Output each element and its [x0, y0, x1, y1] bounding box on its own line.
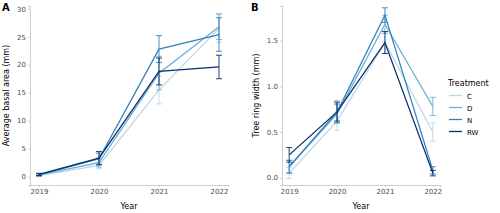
tick-mark — [219, 185, 220, 187]
error-bar — [156, 56, 162, 90]
tick-label: 2019 — [31, 188, 49, 196]
error-bar — [430, 97, 436, 115]
y-axis: 0 5 10 15 20 25 30 — [17, 6, 30, 186]
tick: 2019 — [281, 185, 299, 196]
tick-mark — [433, 185, 434, 187]
tick-label: 30 — [17, 6, 26, 14]
plot-area — [36, 14, 222, 176]
x-axis: 2019 2020 2021 2022 — [31, 185, 229, 196]
tick-mark — [28, 121, 30, 122]
series-line — [39, 27, 219, 175]
legend: Treatment CDN RW — [447, 79, 489, 137]
tick-mark — [385, 185, 386, 187]
x-axis: 2019 2020 2021 2022 — [281, 185, 442, 196]
tick-label: 2020 — [329, 188, 347, 196]
tick-label: 0.5 — [267, 129, 278, 137]
tick-mark — [28, 9, 30, 10]
tick: 15 — [17, 89, 30, 97]
tick-label: 5 — [22, 145, 26, 153]
legend-key — [449, 95, 462, 96]
series-line — [289, 43, 433, 174]
tick-label: 15 — [17, 89, 26, 97]
tick-label: 20 — [17, 61, 26, 69]
legend-label: RW — [467, 129, 479, 137]
panel: 2019 2020 2021 2022 0.0 0.5 1.0 1.5 B Year Tree ri… — [251, 2, 489, 211]
tick: 2021 — [377, 185, 395, 196]
tick-mark — [280, 178, 282, 179]
panel-title: A — [2, 2, 10, 13]
series-line — [39, 28, 219, 175]
tick-label: 10 — [17, 117, 26, 125]
tick-mark — [28, 37, 30, 38]
tick: 30 — [17, 6, 30, 14]
tick: 0 — [22, 173, 30, 181]
legend-label: D — [467, 105, 472, 113]
tick: 25 — [17, 34, 30, 42]
legend-key — [449, 107, 462, 108]
tick-label: 0.0 — [267, 174, 278, 182]
tick-mark — [28, 65, 30, 66]
tick-mark — [28, 177, 30, 178]
legend-title: Treatment — [447, 79, 489, 88]
x-axis-title: Year — [120, 202, 139, 211]
series-line — [289, 24, 433, 166]
tick-mark — [28, 149, 30, 150]
legend-key — [449, 131, 462, 132]
tick: 2020 — [91, 185, 109, 196]
y-axis: 0.0 0.5 1.0 1.5 — [267, 7, 283, 186]
tick-label: 2019 — [281, 188, 299, 196]
tick-label: 2020 — [91, 188, 109, 196]
tick-mark — [337, 185, 338, 187]
tick-label: 2021 — [377, 188, 395, 196]
tick-mark — [159, 185, 160, 187]
tick-label: 1.0 — [267, 83, 278, 91]
tick-label: 1.5 — [267, 37, 278, 45]
tick: 10 — [17, 117, 30, 125]
tick-label: 0 — [22, 173, 26, 181]
tick: 2019 — [31, 185, 49, 196]
tick: 2022 — [424, 185, 442, 196]
tick-mark — [289, 185, 290, 187]
tick: 0.5 — [267, 129, 282, 137]
legend-key — [449, 119, 462, 120]
error-bar — [286, 148, 292, 163]
tick: 20 — [17, 61, 30, 69]
axis-line — [31, 186, 229, 188]
tick: 5 — [22, 145, 30, 153]
tick-mark — [99, 185, 100, 187]
panel-title: B — [251, 2, 259, 13]
tick-mark — [280, 86, 282, 87]
y-axis-title: Average basal area (mm) — [2, 45, 11, 146]
tick: 1.0 — [267, 83, 282, 91]
plot-area — [286, 8, 436, 179]
panel: 2019 2020 2021 2022 0 5 10 15 20 25 30 A Year Average… — [2, 2, 229, 211]
tick-label: 2022 — [211, 188, 229, 196]
tick: 2022 — [211, 185, 229, 196]
tick-label: 2022 — [424, 188, 442, 196]
tick: 2020 — [329, 185, 347, 196]
legend-label: C — [467, 93, 472, 101]
tick-mark — [28, 93, 30, 94]
series-line — [39, 35, 219, 175]
legend-label: N — [467, 117, 472, 125]
tick-mark — [39, 185, 40, 187]
x-axis-title: Year — [352, 202, 371, 211]
series-line — [39, 67, 219, 174]
tick-mark — [280, 132, 282, 133]
tick: 2021 — [151, 185, 169, 196]
series-line — [289, 15, 433, 170]
figure: 2019 2020 2021 2022 0 5 10 15 20 25 30 A Year Average… — [0, 0, 500, 213]
y-axis-title: Tree ring width (mm) — [252, 54, 261, 139]
tick: 1.5 — [267, 37, 282, 45]
tick-label: 25 — [17, 34, 26, 42]
tick-mark — [280, 41, 282, 42]
axis-line — [280, 7, 283, 186]
tick: 0.0 — [267, 174, 282, 182]
axis-line — [283, 186, 441, 188]
tick-label: 2021 — [151, 188, 169, 196]
axis-line — [28, 7, 31, 186]
